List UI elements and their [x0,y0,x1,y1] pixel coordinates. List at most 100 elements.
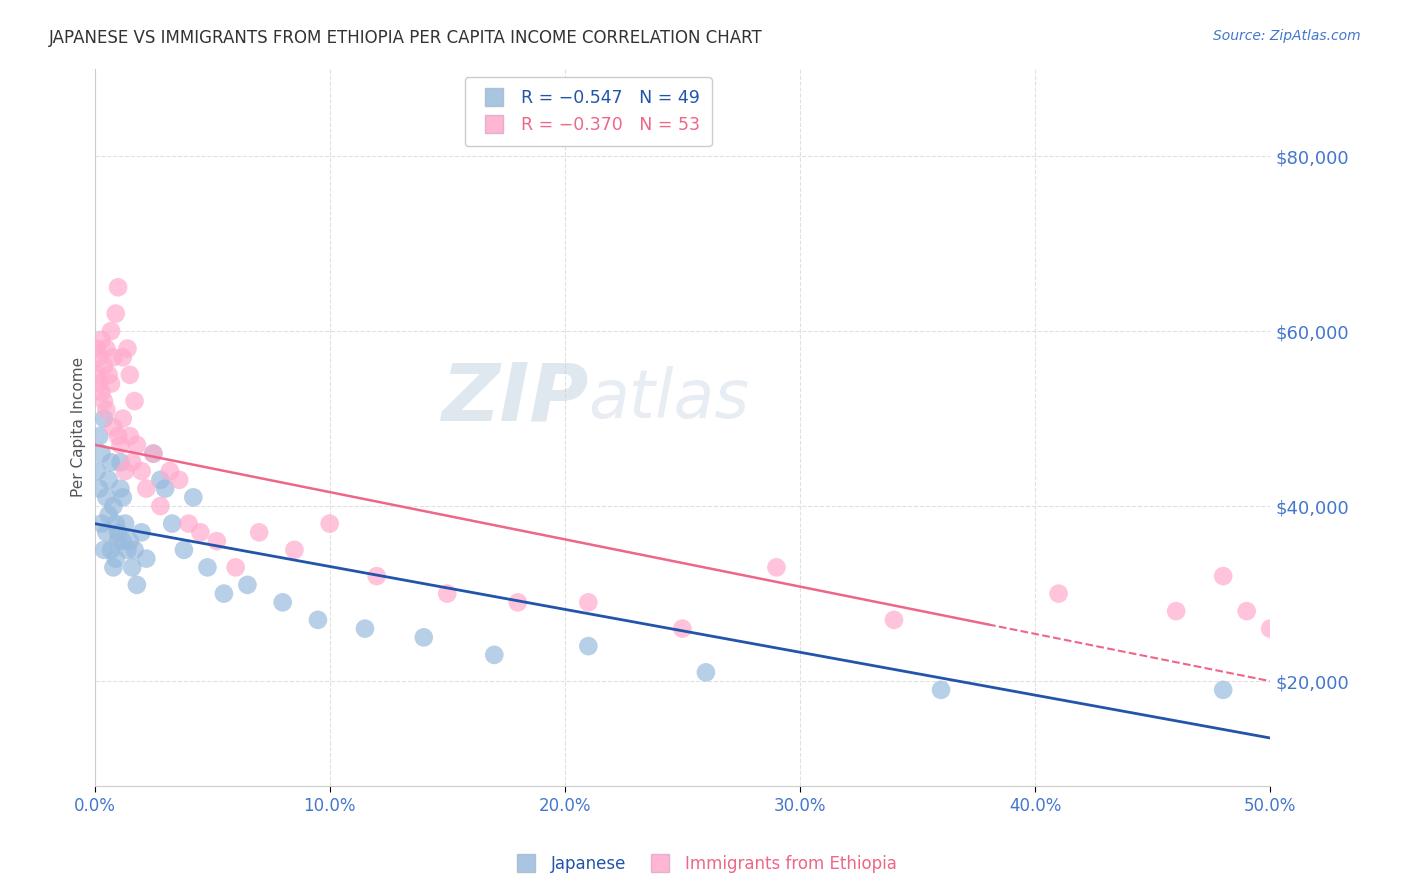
Point [354,622,377,636]
Y-axis label: Per Capita Income: Per Capita Income [72,358,86,498]
Point [89,482,111,496]
Point [90,385,112,400]
Point [93,542,115,557]
Point [149,473,172,487]
Point [695,665,717,680]
Point [125,438,148,452]
Point [90,333,112,347]
Text: ZIP: ZIP [441,359,588,438]
Point [131,464,153,478]
Point [1258,622,1281,636]
Text: JAPANESE VS IMMIGRANTS FROM ETHIOPIA PER CAPITA INCOME CORRELATION CHART: JAPANESE VS IMMIGRANTS FROM ETHIOPIA PER… [49,29,763,46]
Point [97,473,120,487]
Point [131,525,153,540]
Point [111,351,134,365]
Point [96,342,118,356]
Point [183,491,205,505]
Point [883,613,905,627]
Point [107,429,129,443]
Point [929,682,952,697]
Point [100,376,122,391]
Point [86,464,108,478]
Point [1236,604,1258,618]
Point [1212,682,1234,697]
Point [436,586,458,600]
Point [318,516,340,531]
Point [96,402,118,417]
Point [366,569,388,583]
Point [484,648,506,662]
Point [118,429,141,443]
Point [1212,569,1234,583]
Point [506,595,529,609]
Point [110,455,132,469]
Point [100,324,122,338]
Point [225,560,247,574]
Point [118,534,141,549]
Point [100,455,122,469]
Point [135,482,157,496]
Point [121,455,143,469]
Point [93,411,115,425]
Point [100,542,122,557]
Legend: Japanese, Immigrants from Ethiopia: Japanese, Immigrants from Ethiopia [503,848,903,880]
Point [173,542,195,557]
Point [97,368,120,382]
Point [114,464,136,478]
Point [576,595,599,609]
Point [118,368,141,382]
Point [236,578,259,592]
Point [177,516,200,531]
Point [671,622,693,636]
Point [117,542,139,557]
Point [1047,586,1070,600]
Point [121,560,143,574]
Point [307,613,329,627]
Point [103,420,125,434]
Point [167,473,190,487]
Point [111,534,134,549]
Point [96,525,118,540]
Point [107,280,129,294]
Point [107,525,129,540]
Point [212,586,235,600]
Point [114,516,136,531]
Point [247,525,270,540]
Point [142,447,165,461]
Point [93,394,115,409]
Point [271,595,294,609]
Point [124,394,146,409]
Point [107,534,129,549]
Point [90,447,112,461]
Point [576,639,599,653]
Point [86,368,108,382]
Point [103,499,125,513]
Point [104,307,127,321]
Point [412,631,434,645]
Point [89,429,111,443]
Point [159,464,181,478]
Point [110,482,132,496]
Point [110,438,132,452]
Point [117,342,139,356]
Point [104,516,127,531]
Point [160,516,183,531]
Point [283,542,305,557]
Point [111,491,134,505]
Point [86,342,108,356]
Point [97,508,120,522]
Text: atlas: atlas [588,366,749,432]
Point [1166,604,1188,618]
Point [149,499,172,513]
Point [103,351,125,365]
Point [96,491,118,505]
Point [205,534,228,549]
Point [125,578,148,592]
Point [89,376,111,391]
Point [93,359,115,373]
Point [142,447,165,461]
Point [89,351,111,365]
Legend: R = −0.547   N = 49, R = −0.370   N = 53: R = −0.547 N = 49, R = −0.370 N = 53 [465,78,711,146]
Point [153,482,176,496]
Point [103,560,125,574]
